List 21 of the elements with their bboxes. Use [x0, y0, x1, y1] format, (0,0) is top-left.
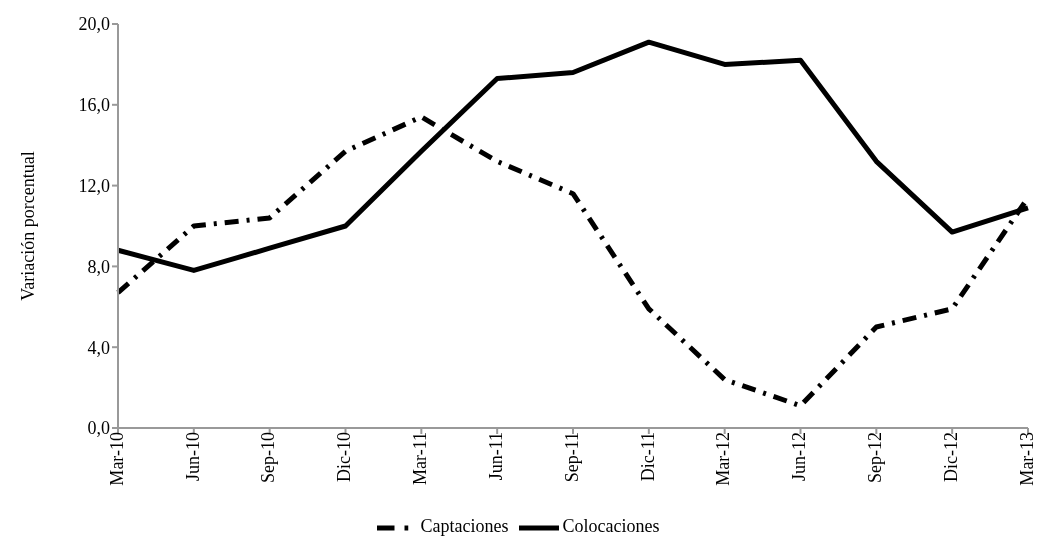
x-tick-label: Sep-12 — [865, 432, 886, 483]
x-tick-label: Jun-12 — [789, 432, 810, 481]
x-tick-label: Jun-10 — [182, 432, 203, 481]
legend-label: Colocaciones — [562, 516, 660, 537]
x-tick-label: Mar-13 — [1016, 432, 1037, 486]
x-tick-label: Sep-10 — [258, 432, 279, 483]
y-tick-label: 20,0 — [78, 14, 110, 35]
y-axis-title: Variación porcentual — [18, 151, 39, 301]
x-tick-label: Dic-10 — [334, 432, 355, 482]
x-tick-label: Dic-11 — [637, 432, 658, 482]
y-tick-label: 4,0 — [87, 337, 110, 358]
x-tick-label: Mar-11 — [410, 432, 431, 485]
y-tick-label: 16,0 — [78, 95, 110, 116]
y-tick-label: 12,0 — [78, 175, 110, 196]
y-tick-label: 0,0 — [87, 418, 110, 439]
x-tick-label: Jun-11 — [485, 432, 506, 481]
y-tick-label: 8,0 — [87, 256, 110, 277]
x-tick-label: Sep-11 — [561, 432, 582, 483]
legend-label: Captaciones — [420, 516, 509, 537]
x-tick-label: Mar-12 — [713, 432, 734, 486]
x-tick-label: Dic-12 — [940, 432, 961, 482]
